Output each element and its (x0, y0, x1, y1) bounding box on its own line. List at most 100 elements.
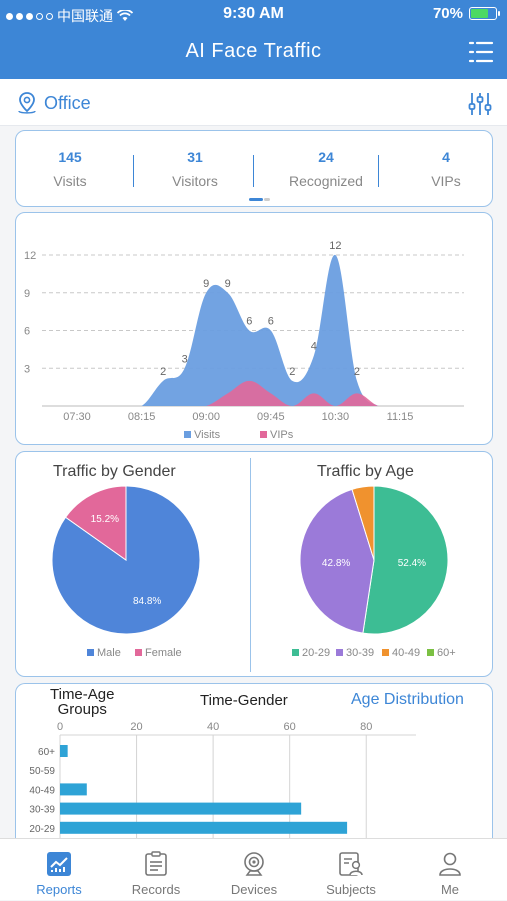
legend-label: Visits (194, 429, 221, 441)
age-bar-chart: 0 20 40 60 80 60+ 50-59 40-49 30-39 20-29 (29, 721, 416, 850)
page-indicator (249, 198, 271, 201)
pie-slice-female (64, 485, 127, 561)
reports-icon (47, 852, 71, 876)
legend-label: VIPs (270, 429, 294, 441)
pie-slice-20-29 (362, 485, 449, 635)
data-label: 9 (203, 278, 209, 290)
data-label: 2 (160, 366, 166, 378)
legend-swatch (336, 649, 343, 656)
stat-divider (253, 155, 254, 187)
pie-slice-label: 52.4% (398, 558, 426, 569)
battery-percent: 70% (432, 5, 463, 22)
me-icon (439, 852, 461, 876)
legend-swatch (427, 649, 434, 656)
y-category-label: 20-29 (29, 824, 55, 835)
bar (60, 783, 87, 796)
bar (60, 745, 68, 757)
pie-divider (250, 458, 251, 672)
pie-slice-label: 42.8% (322, 558, 350, 569)
nav-label: Reports (36, 882, 82, 897)
location-selector[interactable]: Office (16, 91, 91, 115)
location-bar (0, 79, 507, 126)
traffic-area-chart: 3 6 9 12 2 3 9 9 6 6 2 4 12 2 07:30 08:15 09:00 09:45 10:3… (24, 240, 464, 441)
legend-label: 40-49 (392, 647, 420, 659)
legend-swatch (292, 649, 299, 656)
stat-label: Recognized (289, 173, 363, 189)
signal-icon (6, 12, 53, 20)
tab-time-age-groups[interactable]: Time-Age Groups (50, 686, 115, 718)
pie-slice-40-49 (351, 485, 375, 561)
stat-visits: 145 Visits (20, 149, 120, 189)
nav-records[interactable]: Records (106, 839, 206, 901)
battery-level (471, 9, 488, 18)
traffic-timeline-card: 3 6 9 12 2 3 9 9 6 6 2 4 12 2 07:30 08:15 09:00 09:45 10:3… (15, 212, 493, 445)
age-distribution-card: Time-Age Groups Time-Gender Age Distribu… (15, 683, 493, 853)
stat-label: Visits (53, 173, 87, 189)
stat-divider (133, 155, 134, 187)
nav-subjects[interactable]: Subjects (301, 839, 401, 901)
legend-swatch (135, 649, 142, 656)
x-tick-label: 11:15 (387, 411, 414, 423)
location-pin-icon (18, 92, 36, 114)
menu-icon[interactable] (467, 39, 495, 65)
legend-swatch (260, 431, 267, 438)
bar (60, 821, 348, 834)
y-tick-label: 3 (24, 363, 30, 375)
x-tick-label: 09:00 (192, 411, 220, 423)
legend-label: Male (97, 647, 121, 659)
x-tick-label: 80 (360, 721, 372, 733)
y-category-label: 30-39 (29, 805, 55, 816)
traffic-pies-card: Traffic by Gender Traffic by Age 84.8% 15… (15, 451, 493, 677)
stat-value: 145 (58, 149, 82, 165)
stats-summary-card[interactable]: 145 Visits 31 Visitors 24 Recognized 4 V… (15, 130, 493, 207)
legend-swatch (184, 431, 191, 438)
status-bar: 中国联通 9:30 AM 70% (0, 0, 507, 28)
tab-age-distribution[interactable]: Age Distribution (351, 691, 464, 708)
pie-slice-label: 84.8% (133, 596, 161, 607)
x-tick-label: 60 (284, 721, 296, 733)
filter-sliders-icon[interactable] (467, 91, 493, 117)
legend-label: 30-39 (346, 647, 374, 659)
stat-value: 31 (187, 149, 203, 165)
x-tick-label: 40 (207, 721, 219, 733)
x-tick-label: 20 (130, 721, 142, 733)
stat-value: 4 (442, 149, 450, 165)
stat-vips: 4 VIPs (396, 149, 496, 189)
stat-label: Visitors (172, 173, 218, 189)
records-icon (145, 851, 167, 876)
y-category-label: 50-59 (29, 766, 55, 777)
data-label: 2 (289, 366, 295, 378)
stat-label: VIPs (431, 173, 461, 189)
x-tick-label: 08:15 (128, 411, 156, 423)
legend-label: 20-29 (302, 647, 330, 659)
legend-swatch (382, 649, 389, 656)
y-category-label: 60+ (38, 747, 55, 758)
data-label: 3 (182, 353, 188, 365)
age-chart-title: Traffic by Age (317, 463, 414, 480)
app-header (0, 0, 507, 79)
nav-label: Devices (230, 882, 278, 897)
tab-time-gender[interactable]: Time-Gender (200, 692, 288, 709)
gender-chart-title: Traffic by Gender (53, 463, 176, 480)
location-name: Office (44, 92, 91, 113)
y-tick-label: 9 (24, 288, 30, 300)
x-tick-label: 09:45 (257, 411, 285, 423)
app-title: AI Face Traffic (185, 40, 322, 62)
battery-icon (469, 7, 500, 20)
nav-reports[interactable]: Reports (9, 839, 109, 901)
data-label: 4 (311, 341, 317, 353)
x-tick-label: 07:30 (63, 411, 91, 423)
pie-slice-label: 15.2% (91, 514, 119, 525)
nav-label: Records (131, 882, 181, 897)
stat-recognized: 24 Recognized (276, 149, 376, 189)
nav-me[interactable]: Me (400, 839, 500, 901)
x-tick-label: 10:30 (322, 411, 350, 423)
series-area-visits (77, 254, 400, 406)
nav-devices[interactable]: Devices (204, 839, 304, 901)
legend-label: Female (145, 647, 182, 659)
bottom-nav: Reports Records Devices Subjects (0, 838, 507, 900)
legend-swatch (87, 649, 94, 656)
x-tick-label: 0 (57, 721, 63, 733)
traffic-pie-charts: 84.8% 15.2% Male Female 52.4% 42.8% 20-29 30-39… (51, 485, 456, 659)
devices-icon (244, 852, 264, 876)
